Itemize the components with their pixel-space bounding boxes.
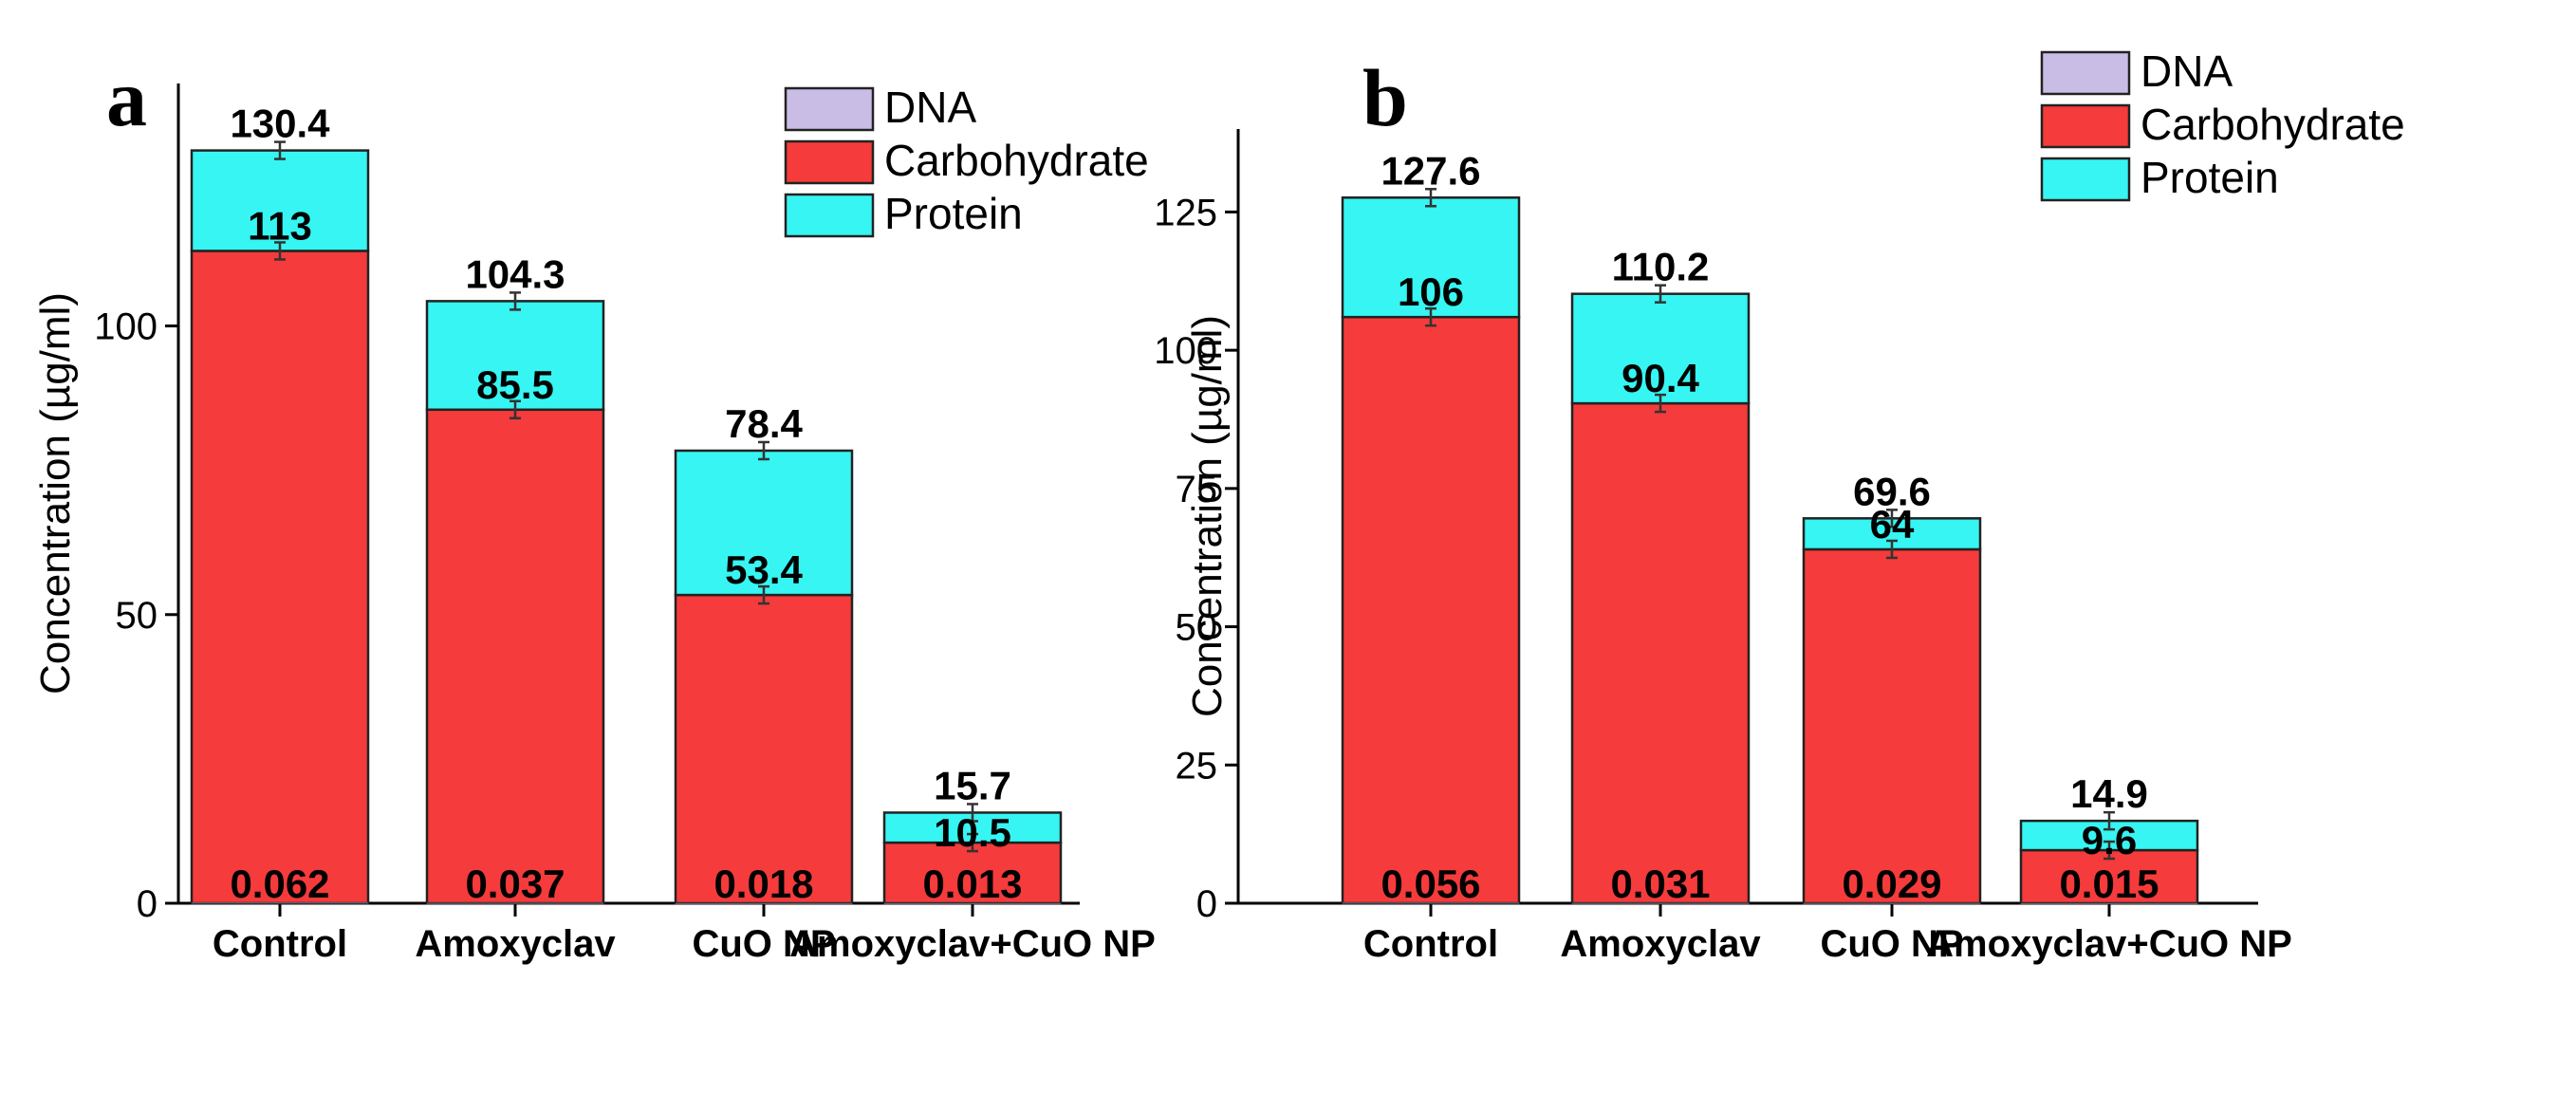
dna-label: 0.037	[465, 861, 565, 906]
error-bar-total	[2103, 810, 2115, 831]
error-bar-carbohydrate	[758, 584, 769, 605]
error-bar-carbohydrate	[510, 399, 521, 420]
legend-label-dna: DNA	[2140, 46, 2233, 96]
y-tick-label: 0	[1196, 883, 1217, 925]
x-tick-label: CuO NP	[1820, 923, 1963, 965]
bar-carbohydrate	[1570, 401, 1751, 905]
bar-carbohydrate	[882, 841, 1063, 905]
x-tick-label: Control	[213, 923, 347, 965]
x-tick-label: CuO NP	[692, 923, 835, 965]
legend-label-carbohydrate: Carbohydrate	[884, 136, 1149, 185]
y-tick-label: 100	[94, 306, 158, 348]
bar-dna	[192, 902, 368, 904]
dna-label: 0.029	[1842, 861, 1941, 906]
chart-panel-a: a 0 50 100 Concentration (µg/ml) Control 130.4…	[32, 52, 1156, 965]
carbohydrate-label: 85.5	[476, 362, 554, 407]
y-tick-label: 25	[1176, 745, 1218, 787]
legend-label-dna: DNA	[884, 83, 976, 132]
error-bar-total	[758, 440, 769, 461]
y-tick-label: 0	[137, 883, 158, 925]
carbohydrate-label: 53.4	[725, 547, 803, 592]
error-bar-carbohydrate	[1425, 306, 1436, 327]
x-tick-label: Amoxyclav+CuO NP	[789, 923, 1156, 965]
y-tick-label: 50	[1176, 607, 1218, 649]
y-tick-label: 75	[1176, 469, 1218, 510]
legend-swatch-carbohydrate	[2040, 103, 2131, 149]
error-bar-total	[510, 291, 521, 311]
bar-carbohydrate	[425, 408, 605, 905]
bar-carbohydrate	[674, 593, 854, 905]
total-label: 110.2	[1612, 245, 1710, 289]
legend-swatch-dna	[2040, 50, 2131, 96]
carbohydrate-label: 64	[1870, 502, 1915, 546]
total-label: 104.3	[465, 251, 565, 296]
legend-swatch-protein	[784, 193, 875, 238]
panel-letter: b	[1362, 52, 1408, 143]
error-bar-total	[1655, 284, 1666, 304]
bar-dna	[1343, 902, 1519, 904]
error-bar-carbohydrate	[1655, 393, 1666, 414]
bar-dna	[1572, 902, 1749, 904]
legend-swatch-carbohydrate	[784, 139, 875, 185]
x-tick-label: Amoxyclav	[415, 923, 616, 965]
error-bar-carbohydrate	[1886, 539, 1898, 560]
legend-label-protein: Protein	[2140, 153, 2279, 202]
x-tick-label: Amoxyclav+CuO NP	[1926, 923, 2292, 965]
carbohydrate-label: 10.5	[934, 810, 1011, 855]
error-bar-carbohydrate	[2103, 840, 2115, 861]
total-label: 14.9	[2070, 771, 2148, 816]
legend-label-protein: Protein	[884, 189, 1023, 238]
bar-protein	[1341, 196, 1521, 319]
bar-carbohydrate	[190, 250, 370, 905]
legend-swatch-protein	[2040, 157, 2131, 202]
error-bar-total	[1886, 509, 1898, 528]
bar-dna	[1804, 902, 1980, 904]
legend-swatch-dna	[784, 86, 875, 132]
carbohydrate-label: 90.4	[1622, 356, 1699, 400]
carbohydrate-label: 106	[1398, 269, 1464, 314]
chart-panel-b: b 0 25 50 75 100 125 Concentration (µg/ml) Contr…	[1154, 46, 2404, 965]
bar-carbohydrate	[1802, 547, 1982, 905]
error-bar-total	[274, 140, 286, 160]
bar-dna	[884, 902, 1061, 904]
error-bar-carbohydrate	[967, 832, 978, 853]
dna-label: 0.015	[2059, 861, 2159, 906]
carbohydrate-label: 9.6	[2082, 818, 2137, 862]
bar-protein	[1570, 292, 1751, 405]
bar-dna	[427, 902, 603, 904]
dna-label: 0.013	[922, 861, 1022, 906]
bar-dna	[2021, 902, 2197, 904]
dna-label: 0.031	[1610, 861, 1710, 906]
y-axis-title: Concentration (µg/ml)	[32, 292, 79, 695]
total-label: 130.4	[230, 102, 330, 146]
carbohydrate-label: 113	[248, 203, 312, 248]
bar-carbohydrate	[1341, 315, 1521, 905]
legend-label-carbohydrate: Carbohydrate	[2140, 100, 2405, 149]
y-tick-label: 50	[116, 595, 158, 637]
y-tick-label: 100	[1154, 330, 1217, 372]
total-label: 69.6	[1853, 469, 1931, 513]
x-tick-label: Amoxyclav	[1560, 923, 1761, 965]
error-bar-total	[967, 803, 978, 823]
total-label: 127.6	[1381, 148, 1480, 193]
y-axis-title: Concentration (µg/ml)	[1184, 315, 1231, 717]
total-label: 78.4	[725, 401, 803, 446]
error-bar-total	[1425, 188, 1436, 208]
x-tick-label: Control	[1363, 923, 1498, 965]
dna-label: 0.056	[1381, 861, 1480, 906]
dna-label: 0.018	[713, 861, 813, 906]
bar-dna	[676, 902, 852, 904]
error-bar-carbohydrate	[274, 241, 286, 261]
y-tick-label: 125	[1154, 192, 1217, 233]
panel-letter: a	[106, 52, 147, 143]
dna-label: 0.062	[230, 861, 329, 906]
total-label: 15.7	[934, 763, 1011, 807]
